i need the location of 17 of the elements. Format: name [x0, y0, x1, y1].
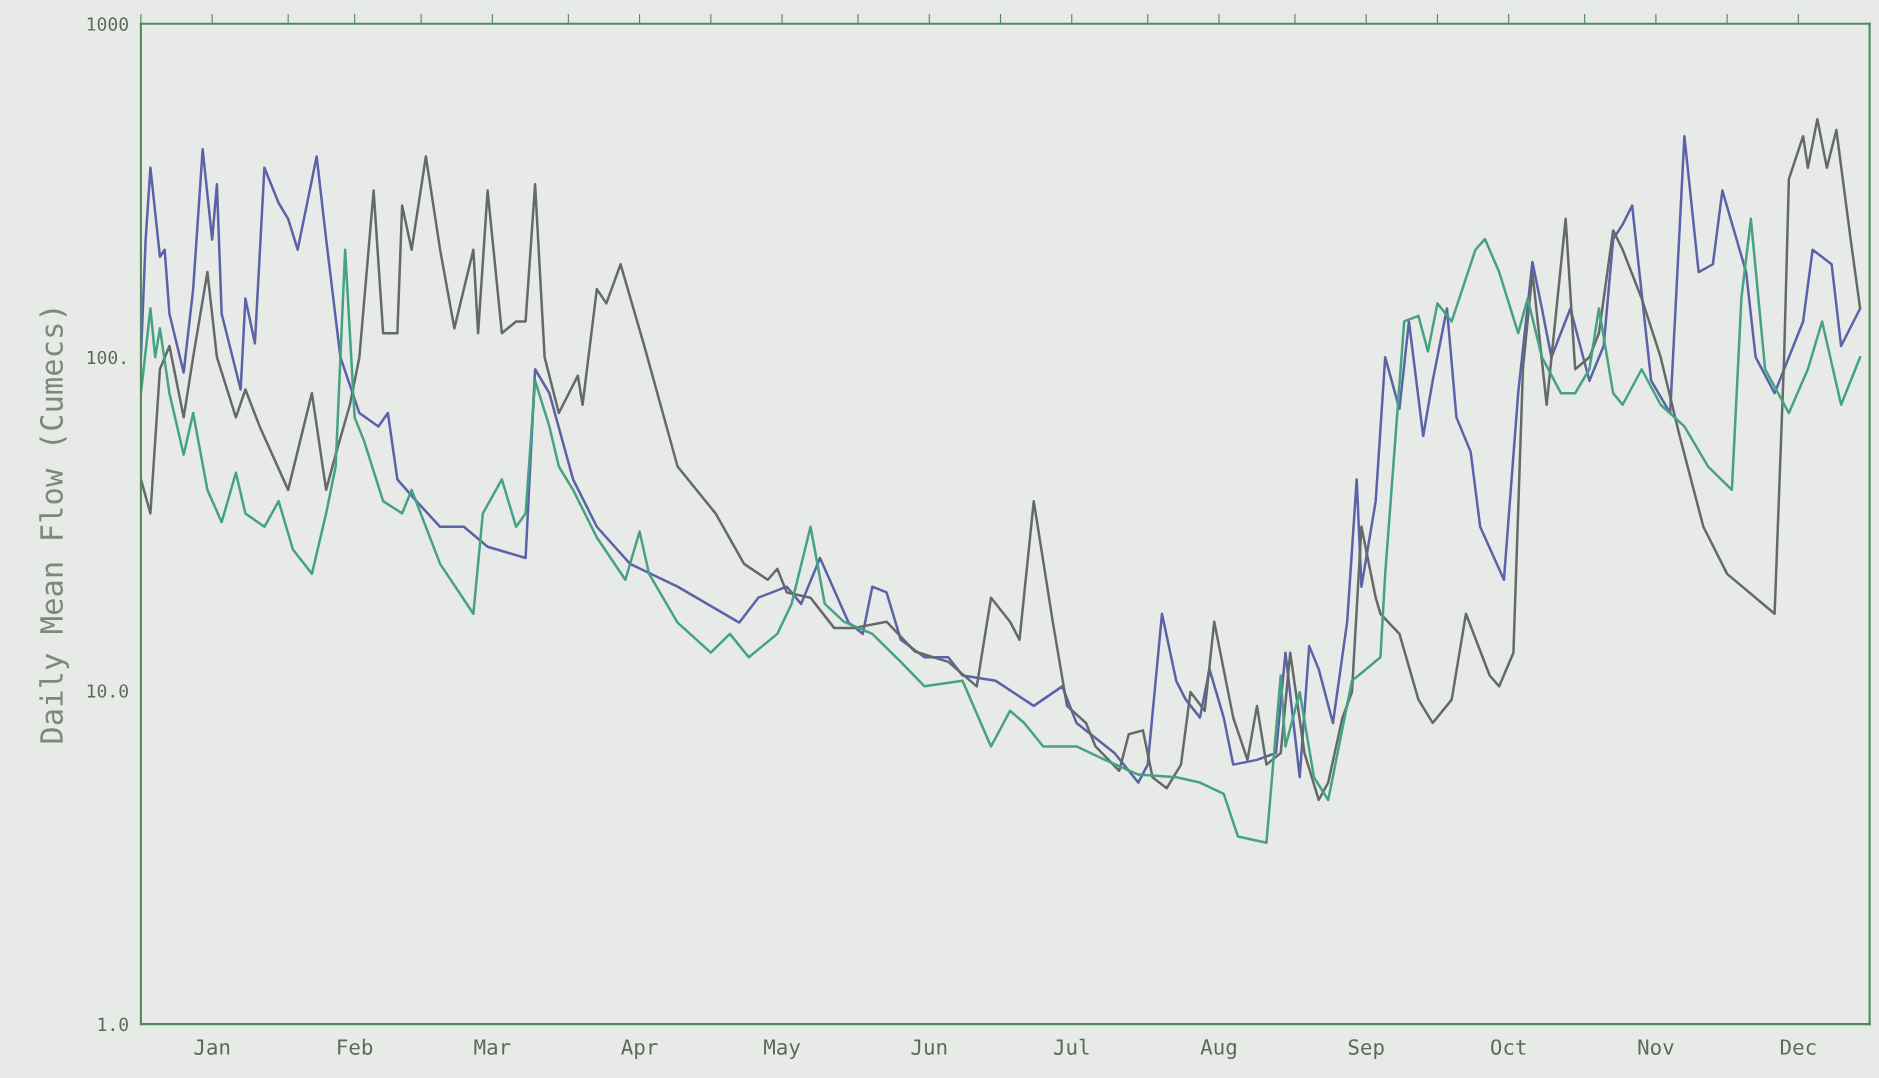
x-tick-label: Mar [474, 1039, 511, 1055]
x-tick-label: Apr [621, 1039, 658, 1059]
y-tick-label: 100. [87, 350, 125, 365]
y-tick-label: 10.0 [87, 684, 128, 698]
y-tick-label: 1000 [87, 17, 128, 31]
x-tick-label: Sep [1348, 1039, 1384, 1059]
x-tick-label: Oct [1491, 1039, 1526, 1055]
y-axis-title: Daily Mean Flow (Cumecs) [39, 309, 69, 743]
x-tick-label: Feb [338, 1038, 373, 1055]
x-tick-label: Aug [1200, 1039, 1236, 1059]
x-tick-label: Dec [1780, 1039, 1816, 1055]
x-tick-label: Jul [1054, 1038, 1089, 1055]
x-tick-label: Nov [1638, 1039, 1674, 1055]
x-tick-label: Jan [194, 1039, 230, 1055]
x-tick-label: Jun [911, 1039, 947, 1055]
x-tick-label: May [764, 1039, 801, 1059]
y-tick-label: 1.0 [98, 1017, 128, 1032]
